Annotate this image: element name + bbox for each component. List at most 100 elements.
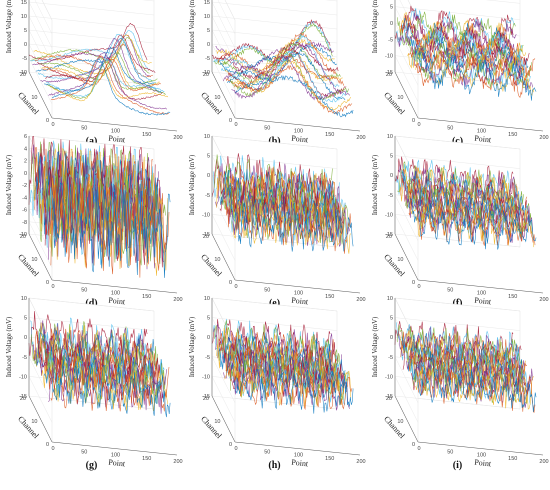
channel-axis (28, 233, 53, 281)
x-axis (234, 441, 361, 456)
x-tick-label: 0 (234, 122, 237, 128)
x-tick-label: 200 (173, 135, 182, 141)
series-line (46, 58, 165, 97)
grid-line (394, 356, 419, 403)
grid-line (28, 297, 53, 345)
x-axis-label: Point (291, 458, 310, 469)
channel-tick-label: 10 (31, 95, 37, 101)
x-axis (417, 117, 544, 132)
x-tick-label: 150 (142, 132, 151, 138)
channel-tick-label: 20 (386, 72, 392, 78)
channel-tick-label: 10 (214, 257, 220, 263)
series-line (220, 34, 340, 88)
panel-caption: (b) (268, 136, 281, 147)
y-axis-label: Induced Voltage (mV) (372, 317, 379, 378)
series-lines (394, 5, 537, 101)
series-line (46, 348, 165, 404)
channel-tick-label: 0 (46, 118, 49, 124)
z-tick-label: -10 (19, 70, 27, 76)
x-tick-label: 50 (264, 287, 270, 293)
channel-tick-label: 20 (203, 396, 209, 402)
grid-line (394, 376, 419, 423)
series-line (215, 41, 334, 71)
channel-axis (211, 395, 236, 443)
z-tick-label: -4 (22, 195, 27, 201)
x-axis (417, 441, 544, 456)
channel-tick-label: 0 (412, 442, 415, 448)
series-line (42, 58, 162, 92)
series-line (233, 195, 353, 254)
x-tick-label: 100 (294, 291, 303, 297)
series-line (50, 180, 170, 278)
x-tick-label: 200 (173, 459, 182, 465)
z-tick-label: -6 (22, 208, 27, 214)
series-line (231, 54, 350, 101)
axes: 0 50 100 150 200 0 10 20-15 -10 -5 0 5 10 (385, 296, 549, 465)
chart-svg: 05010015020001020-15-10-50510PointChanne… (372, 296, 549, 469)
series-line (412, 188, 531, 239)
grid-line (211, 29, 236, 77)
x-axis-label: Point (108, 458, 127, 469)
grid-line (485, 0, 521, 4)
grid-line (394, 55, 419, 102)
series-line (50, 357, 170, 412)
z-tick-label: -15 (19, 394, 27, 400)
chart-panel: 0 50 100 150 200 0 10 20 -15 -10 -5 0 5 10 Point Channe… (366, 296, 549, 487)
grid-line (394, 194, 419, 241)
series-line (36, 34, 156, 80)
grid-line (28, 29, 155, 44)
x-tick-label: 50 (81, 449, 87, 455)
channel-tick-label: 10 (214, 95, 220, 101)
series-line (223, 343, 342, 394)
y-axis-label: Induced Voltage (mV) (372, 0, 379, 53)
series-line (409, 34, 529, 86)
z-tick-label: -10 (202, 374, 210, 380)
channel-tick-label: 20 (20, 72, 26, 78)
x-axis-label: Point (474, 458, 493, 469)
series-line (230, 50, 349, 101)
x-tick-label: 200 (356, 135, 365, 141)
z-tick-label: 0 (24, 171, 27, 177)
series-lines (28, 22, 171, 116)
z-tick-label: 10 (204, 296, 210, 302)
grid-line (217, 0, 236, 35)
x-tick-label: 150 (325, 456, 334, 462)
series-lines (211, 153, 354, 254)
x-tick-label: 50 (447, 287, 453, 293)
channel-tick-label: 0 (229, 118, 232, 124)
z-tick-label: 0 (390, 173, 393, 179)
x-tick-label: 200 (356, 459, 365, 465)
series-line (225, 346, 345, 397)
series-line (224, 48, 343, 88)
grid-line (224, 0, 236, 21)
series-line (403, 336, 523, 386)
x-tick-label: 100 (111, 129, 120, 135)
series-lines (28, 136, 171, 278)
series-line (39, 333, 158, 396)
series-line (416, 365, 536, 413)
z-tick-label: 10 (387, 296, 393, 302)
z-tick-label: -5 (388, 37, 393, 43)
chart-panel: 0 50 100 150 200 0 10 20 -10 -8 -6 -4 -2 0 2 4 6 Point Cha… (0, 134, 183, 325)
series-line (224, 178, 344, 236)
series-line (43, 47, 163, 93)
series-lines (28, 311, 171, 418)
series-line (416, 49, 536, 99)
z-tick-label: -10 (202, 70, 210, 76)
series-lines (394, 321, 537, 413)
y-axis-label: Induced Voltage (mV) (189, 155, 196, 216)
grid-line (211, 29, 338, 44)
grid-line (394, 214, 419, 261)
x-tick-label: 200 (539, 297, 548, 303)
channel-axis (211, 71, 236, 119)
channel-axis (28, 395, 53, 443)
x-tick-label: 200 (356, 297, 365, 303)
z-tick-label: 10 (387, 134, 393, 140)
z-tick-label: 0 (24, 335, 27, 341)
y-axis-label: Induced Voltage (mV) (189, 0, 196, 53)
grid-line (394, 71, 521, 86)
series-lines (211, 318, 354, 414)
z-tick-label: 4 (24, 146, 27, 152)
y-axis-label: Induced Voltage (mV) (6, 317, 13, 378)
z-tick-label: -15 (202, 394, 210, 400)
